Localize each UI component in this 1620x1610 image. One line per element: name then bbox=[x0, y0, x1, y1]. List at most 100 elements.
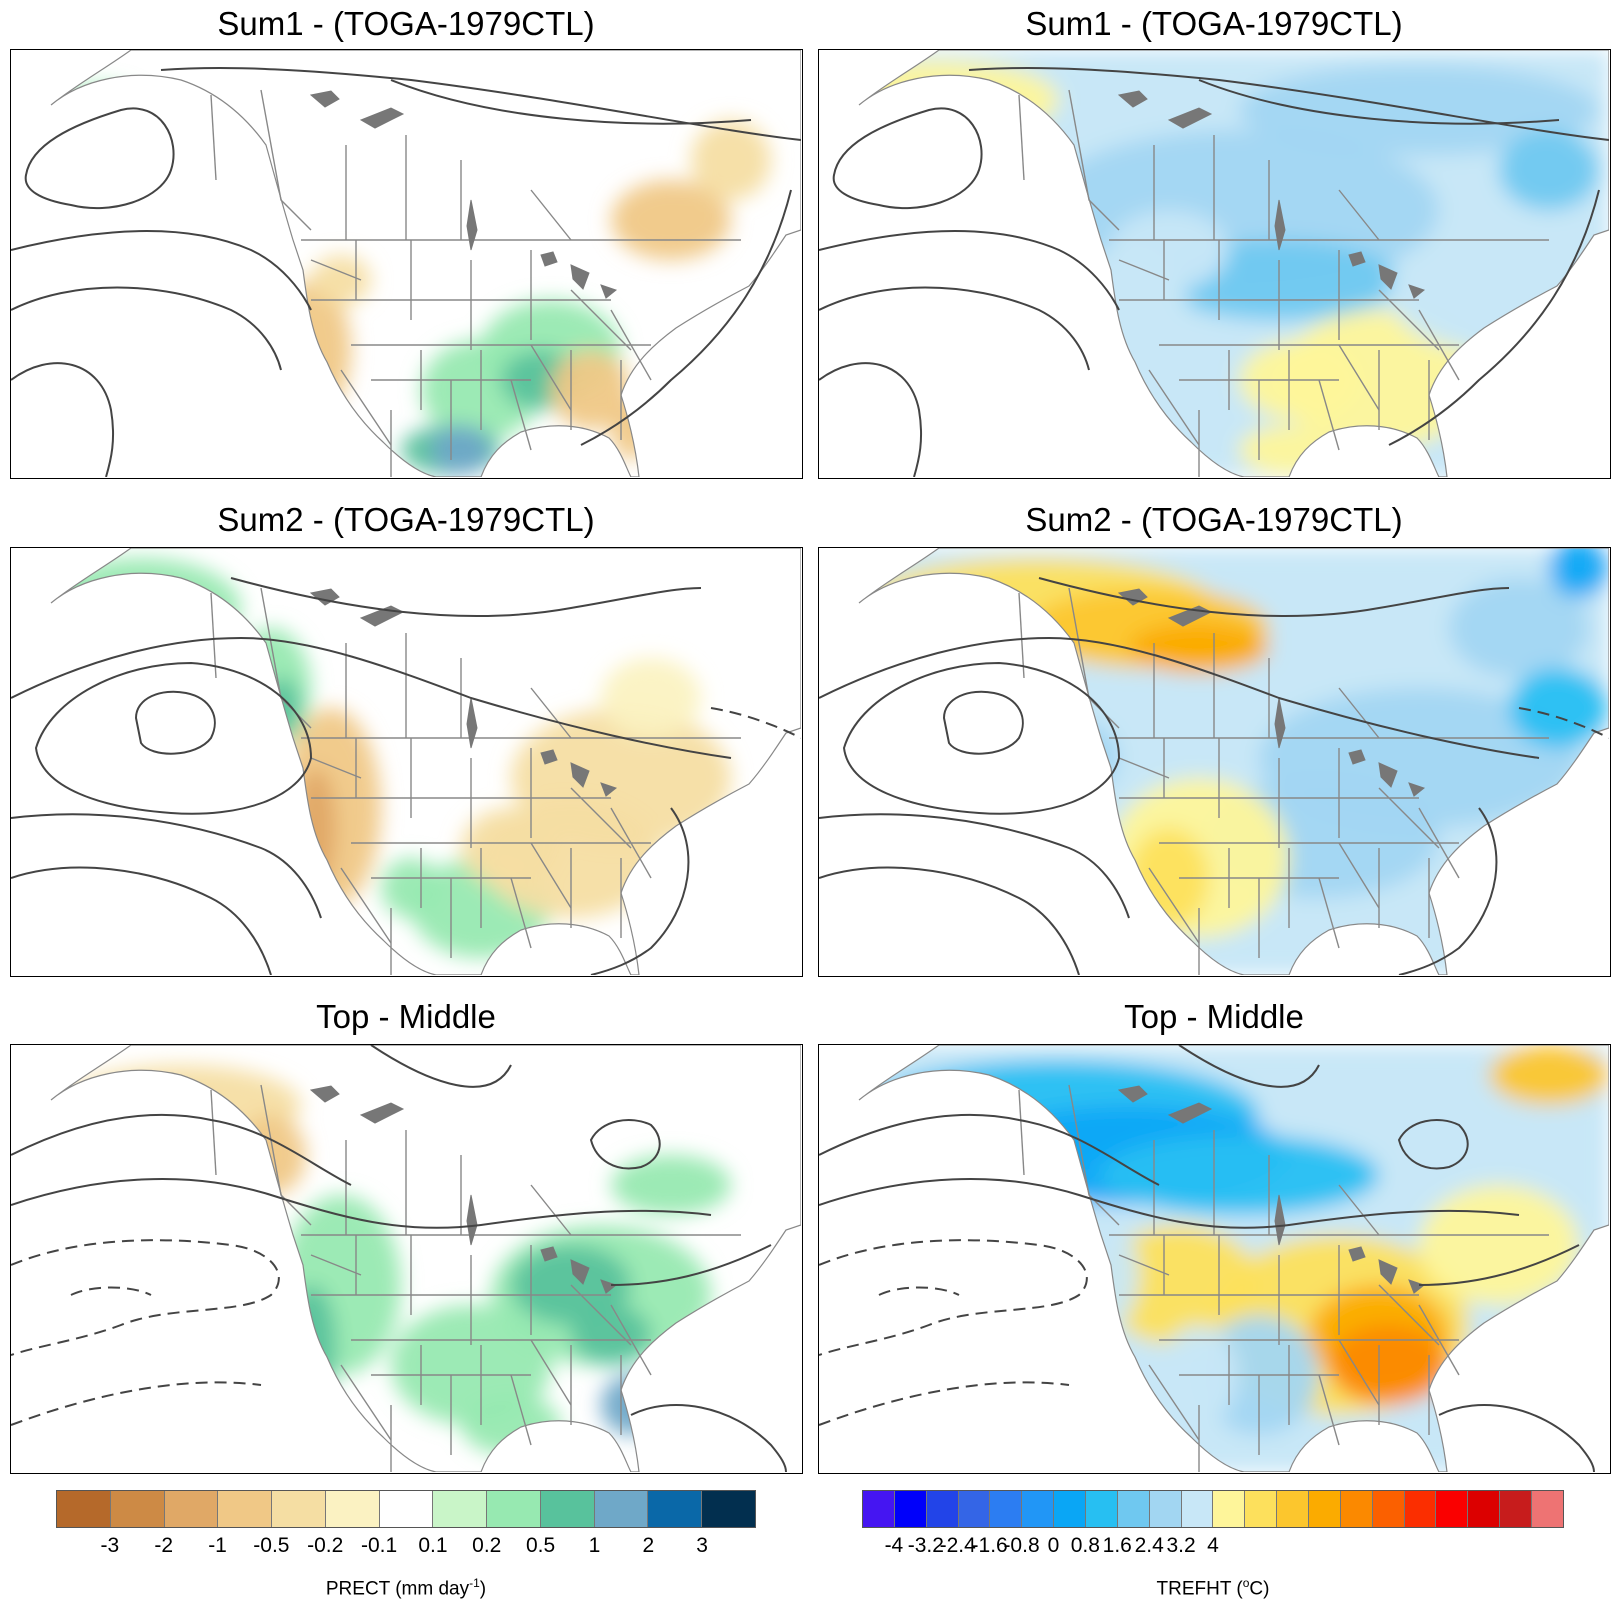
precip-colorbar-tick: -0.2 bbox=[307, 1534, 344, 1557]
anomaly-patch bbox=[1499, 1315, 1579, 1375]
political-borders bbox=[1018, 89, 1549, 477]
anomaly-patch bbox=[281, 1195, 401, 1375]
precip-colorbar-tick: 0.2 bbox=[472, 1534, 502, 1557]
land-area bbox=[51, 50, 801, 477]
temp-colorbar-tick: 4 bbox=[1207, 1534, 1219, 1557]
anomaly-patch bbox=[1019, 718, 1119, 798]
panel-title-sum2-precip: Sum2 - (TOGA-1979CTL) bbox=[217, 501, 595, 538]
temp-colorbar-tick: 2.4 bbox=[1134, 1534, 1164, 1557]
anomaly-patch bbox=[1489, 1045, 1609, 1105]
temp-colorbar-box bbox=[1245, 1491, 1278, 1527]
temp-colorbar-box bbox=[1372, 1491, 1405, 1527]
anomaly-field bbox=[859, 1045, 1609, 1472]
lakes bbox=[309, 1085, 618, 1294]
map-top-middle-precip bbox=[10, 1044, 803, 1474]
anomaly-patch bbox=[461, 1395, 561, 1455]
precip-colorbar-tick: 3 bbox=[696, 1534, 708, 1557]
land-area bbox=[51, 1045, 801, 1472]
map-svg bbox=[819, 548, 1609, 975]
temp-colorbar-box bbox=[1532, 1491, 1563, 1527]
precip-colorbar-box bbox=[57, 1491, 111, 1527]
contour-lines bbox=[819, 577, 1609, 975]
precip-colorbar-tick: 0.5 bbox=[526, 1534, 556, 1557]
anomaly-patch bbox=[601, 658, 701, 738]
temp-colorbar-box bbox=[1277, 1491, 1310, 1527]
precip-colorbar-box bbox=[325, 1491, 380, 1527]
precip-colorbar-tick: -1 bbox=[208, 1534, 227, 1557]
temp-colorbar-box bbox=[1022, 1491, 1055, 1527]
anomaly-patch bbox=[311, 255, 371, 305]
temp-colorbar-tick: -2.4 bbox=[939, 1534, 976, 1557]
anomaly-patch bbox=[859, 60, 1059, 140]
anomaly-patch bbox=[1129, 623, 1269, 673]
precip-colorbar-box bbox=[379, 1491, 434, 1527]
temp-colorbar-tick: -3.2 bbox=[907, 1534, 944, 1557]
anomaly-patch bbox=[1099, 1135, 1379, 1215]
temp-colorbar-box bbox=[1181, 1491, 1214, 1527]
precip-colorbar-tick: -0.1 bbox=[360, 1534, 398, 1557]
panel-title-sum1-precip: Sum1 - (TOGA-1979CTL) bbox=[217, 5, 595, 42]
contour-lines bbox=[11, 1045, 787, 1472]
anomaly-field bbox=[859, 50, 1609, 477]
anomaly-patch bbox=[611, 1155, 731, 1215]
anomaly-patch bbox=[691, 120, 771, 200]
anomaly-patch bbox=[461, 808, 561, 888]
map-svg bbox=[819, 50, 1609, 477]
precip-colorbar-box bbox=[164, 1491, 219, 1527]
precip-colorbar-tick: -2 bbox=[154, 1534, 174, 1557]
political-borders bbox=[210, 587, 741, 975]
lakes bbox=[1117, 1085, 1426, 1294]
map-sum1-temp bbox=[818, 49, 1611, 479]
temp-colorbar-tick: 0 bbox=[1047, 1534, 1060, 1557]
precip-colorbar-box bbox=[594, 1491, 649, 1527]
temp-colorbar-box bbox=[863, 1491, 895, 1527]
map-svg bbox=[11, 548, 801, 975]
coastline bbox=[858, 548, 1609, 975]
precip-colorbar-ticks: -3 -2 -1 -0.5 -0.2 -0.1 0.1 0.2 0.5 1 2 3 bbox=[56, 1534, 756, 1564]
coastline bbox=[858, 1045, 1609, 1472]
coastline bbox=[50, 548, 801, 975]
precip-colorbar-box bbox=[487, 1491, 541, 1527]
precip-colorbar-tick: -0.5 bbox=[253, 1534, 290, 1557]
anomaly-patch bbox=[296, 768, 336, 888]
map-top-middle-temp bbox=[818, 1044, 1611, 1474]
precip-colorbar-box bbox=[702, 1491, 755, 1527]
lakes bbox=[309, 90, 618, 299]
precip-colorbar-box bbox=[540, 1491, 595, 1527]
anomaly-patch bbox=[1239, 425, 1339, 475]
temp-colorbar-box bbox=[1500, 1491, 1533, 1527]
precip-colorbar-box bbox=[272, 1491, 326, 1527]
contour-lines bbox=[11, 67, 801, 477]
precip-colorbar-box bbox=[648, 1491, 703, 1527]
lakes bbox=[1117, 90, 1426, 299]
map-sum1-precip bbox=[10, 49, 803, 479]
temp-colorbar-tick: 1.6 bbox=[1102, 1534, 1132, 1557]
map-sum2-temp bbox=[818, 547, 1611, 977]
contour-lines bbox=[819, 67, 1609, 477]
anomaly-patch bbox=[571, 1305, 651, 1365]
political-borders bbox=[210, 89, 741, 477]
temp-colorbar-box bbox=[1117, 1491, 1150, 1527]
anomaly-patch bbox=[236, 1115, 306, 1195]
temp-colorbar-ticks: -4 -3.2 -2.4 -1.6 -0.8 0 0.8 1.6 2.4 3.2 4 bbox=[862, 1534, 1564, 1564]
precip-colorbar-box bbox=[110, 1491, 165, 1527]
anomaly-patch bbox=[286, 1285, 336, 1405]
temp-colorbar-box bbox=[1436, 1491, 1469, 1527]
panel-title-sum1-temp: Sum1 - (TOGA-1979CTL) bbox=[1025, 5, 1403, 42]
political-borders bbox=[1018, 1084, 1549, 1472]
temp-colorbar-tick: -4 bbox=[884, 1534, 904, 1557]
temp-colorbar-box bbox=[1054, 1491, 1087, 1527]
anomaly-patch bbox=[1109, 210, 1229, 290]
temp-colorbar-tick: 0.8 bbox=[1070, 1534, 1100, 1557]
precip-colorbar-tick: -3 bbox=[100, 1534, 120, 1557]
temp-colorbar-box bbox=[1340, 1491, 1373, 1527]
coastline bbox=[50, 1045, 801, 1472]
map-svg bbox=[11, 50, 801, 477]
map-svg bbox=[819, 1045, 1609, 1472]
temp-colorbar-box bbox=[1404, 1491, 1437, 1527]
contour-lines bbox=[11, 577, 801, 975]
temp-colorbar-label: TREFHT (oC) bbox=[1156, 1576, 1270, 1600]
anomaly-patch bbox=[1329, 1325, 1449, 1405]
panel-title-top-middle-precip: Top - Middle bbox=[316, 998, 496, 1035]
temp-colorbar-tick: -1.6 bbox=[971, 1534, 1008, 1557]
